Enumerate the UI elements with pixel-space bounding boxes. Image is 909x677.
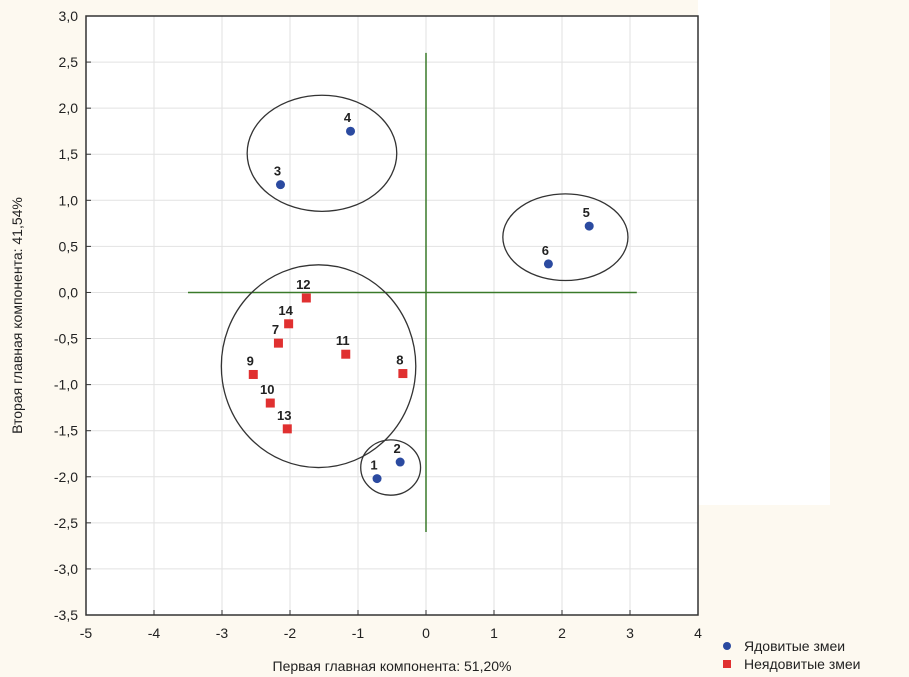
data-point bbox=[275, 180, 285, 190]
y-tick-label: 3,0 bbox=[59, 8, 79, 24]
cluster-ellipse bbox=[502, 193, 629, 282]
x-axis-label: Первая главная компонента: 51,20% bbox=[273, 658, 512, 674]
point-label: 12 bbox=[296, 277, 310, 292]
x-tick-label: -2 bbox=[284, 625, 297, 641]
x-tick-label: -1 bbox=[352, 625, 365, 641]
data-point bbox=[282, 424, 292, 434]
x-tick-label: -4 bbox=[148, 625, 161, 641]
point-label: 11 bbox=[336, 333, 350, 348]
cluster-ellipse bbox=[220, 264, 417, 469]
point-label: 2 bbox=[394, 441, 401, 456]
y-tick-label: 0,0 bbox=[59, 284, 79, 300]
legend-marker bbox=[723, 660, 731, 668]
y-tick-label: -3,0 bbox=[54, 561, 78, 577]
point-label: 5 bbox=[583, 205, 590, 220]
data-point bbox=[398, 369, 408, 379]
plot-area bbox=[86, 16, 698, 615]
point-label: 10 bbox=[260, 382, 274, 397]
white-region bbox=[698, 0, 830, 505]
y-tick-label: 2,5 bbox=[59, 54, 79, 70]
plot-frame bbox=[85, 15, 699, 616]
x-tick-label: 1 bbox=[490, 625, 498, 641]
data-point bbox=[584, 221, 594, 231]
x-tick-label: -3 bbox=[216, 625, 229, 641]
data-point bbox=[346, 126, 356, 136]
y-tick-label: -0,5 bbox=[54, 331, 78, 347]
point-label: 13 bbox=[277, 408, 291, 423]
legend-label: Неядовитые змеи bbox=[744, 656, 861, 672]
y-tick-label: -1,0 bbox=[54, 377, 78, 393]
point-label: 14 bbox=[278, 303, 293, 318]
y-tick-label: 1,0 bbox=[59, 192, 79, 208]
point-label: 6 bbox=[542, 243, 549, 258]
data-point bbox=[248, 369, 258, 379]
point-label: 8 bbox=[396, 353, 403, 368]
x-tick-label: 4 bbox=[694, 625, 702, 641]
data-point bbox=[284, 319, 294, 329]
legend-label: Ядовитые змеи bbox=[744, 638, 845, 654]
data-point bbox=[372, 474, 382, 484]
data-point bbox=[265, 398, 275, 408]
y-tick-label: -3,5 bbox=[54, 607, 78, 623]
data-point bbox=[273, 338, 283, 348]
x-tick-label: 0 bbox=[422, 625, 430, 641]
x-tick-label: 3 bbox=[626, 625, 634, 641]
point-label: 7 bbox=[272, 322, 279, 337]
y-axis-label: Вторая главная компонента: 41,54% bbox=[9, 197, 25, 434]
x-tick-label: -5 bbox=[80, 625, 93, 641]
data-point bbox=[341, 349, 351, 359]
y-tick-label: -2,0 bbox=[54, 469, 78, 485]
data-point bbox=[543, 259, 553, 269]
point-label: 3 bbox=[274, 164, 281, 179]
cluster-ellipse bbox=[246, 94, 398, 213]
y-tick-label: 0,5 bbox=[59, 238, 79, 254]
y-tick-label: 2,0 bbox=[59, 100, 79, 116]
legend-marker bbox=[723, 642, 731, 650]
y-tick-label: -2,5 bbox=[54, 515, 78, 531]
y-tick-label: -1,5 bbox=[54, 423, 78, 439]
point-label: 4 bbox=[344, 110, 352, 125]
data-point bbox=[395, 457, 405, 467]
cluster-ellipse bbox=[360, 439, 422, 496]
x-tick-label: 2 bbox=[558, 625, 566, 641]
y-tick-label: 1,5 bbox=[59, 146, 79, 162]
data-point bbox=[301, 293, 311, 303]
point-label: 9 bbox=[247, 353, 254, 368]
point-label: 1 bbox=[370, 458, 377, 473]
